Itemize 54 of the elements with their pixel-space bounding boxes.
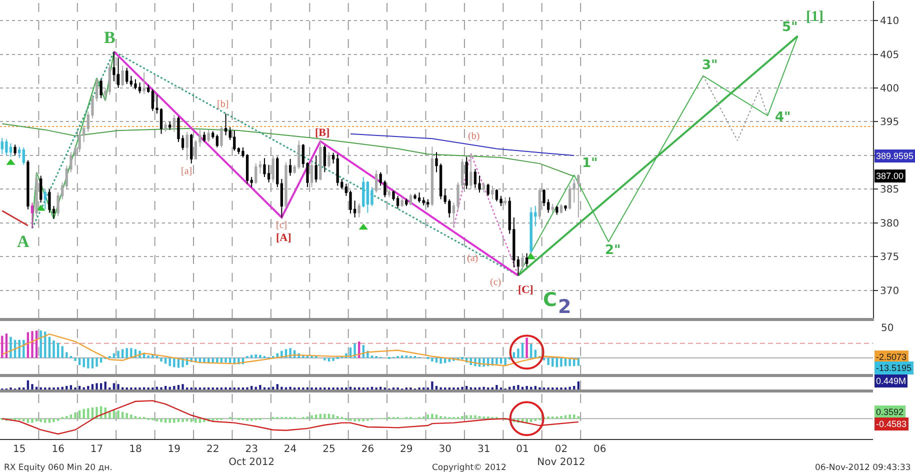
x-tick-label: 02 Nov 2012 — [537, 444, 586, 468]
y-tick-label: 380 — [880, 218, 900, 230]
x-tick-label: 17 — [90, 444, 104, 455]
text: 387.00 — [876, 171, 904, 181]
x-tick-label: 26 — [361, 444, 374, 455]
annotation: [C] — [518, 284, 534, 296]
y-tick-label: 400 — [880, 84, 900, 95]
annotation: B — [104, 28, 116, 47]
text: 0.449M — [876, 376, 906, 386]
annotation: 3" — [702, 58, 718, 73]
x-tick-label: 15 — [12, 444, 26, 455]
y-tick-label: 370 — [880, 286, 900, 297]
annotation: 2" — [605, 243, 621, 258]
text: -2.5073 — [876, 352, 907, 362]
annotation: [a] — [181, 166, 192, 177]
text: 0.3592 — [876, 407, 904, 417]
x-tick-label: 06 — [594, 444, 606, 455]
annotation: (a) — [467, 253, 478, 264]
y-tick-label: 405 — [880, 50, 900, 61]
annotation: [1] — [806, 9, 824, 25]
annotation: 5" — [782, 20, 798, 35]
text: 06-Nov-2012 09:43:33 — [815, 463, 911, 473]
annotation: (b) — [468, 131, 480, 142]
x-tick-label: 01 — [516, 444, 529, 455]
x-tick-label: 24 — [284, 444, 297, 455]
annotation: [A] — [276, 232, 292, 244]
x-tick-label: 23 Oct 2012 — [228, 444, 275, 468]
annotation: 1" — [582, 156, 598, 171]
y-tick-label: 385 — [880, 184, 900, 196]
x-tick-label: 31 — [477, 444, 490, 455]
text: -0.4583 — [876, 419, 907, 429]
x-tick-label: 25 — [322, 444, 336, 455]
text: 389.9595 — [876, 151, 914, 161]
x-tick-label: 22 — [206, 444, 220, 455]
text: 50 — [881, 323, 894, 334]
x-tick-label: 19 — [168, 444, 181, 455]
y-tick-label: 410 — [880, 16, 900, 28]
annotation: [b] — [217, 99, 229, 110]
annotation: 2 — [558, 296, 572, 318]
x-tick-label: 30 — [438, 444, 452, 455]
text: Copyright© 2012 — [432, 463, 506, 473]
x-tick-label: 16 — [52, 444, 64, 455]
annotation: C — [543, 289, 557, 311]
text: RX Equity 060 Min 20 дн. — [4, 463, 112, 473]
annotation: 4" — [775, 110, 791, 125]
text: -13.5195 — [876, 363, 912, 373]
y-tick-label: 375 — [880, 252, 900, 264]
y-tick-label: 395 — [880, 117, 900, 128]
x-tick-label: 18 — [129, 444, 142, 455]
annotation: (c) — [490, 277, 502, 288]
annotation: [c] — [276, 220, 288, 231]
x-tick-label: 29 — [400, 444, 413, 455]
annotation: [B] — [315, 127, 330, 139]
annotation: A — [17, 232, 30, 251]
